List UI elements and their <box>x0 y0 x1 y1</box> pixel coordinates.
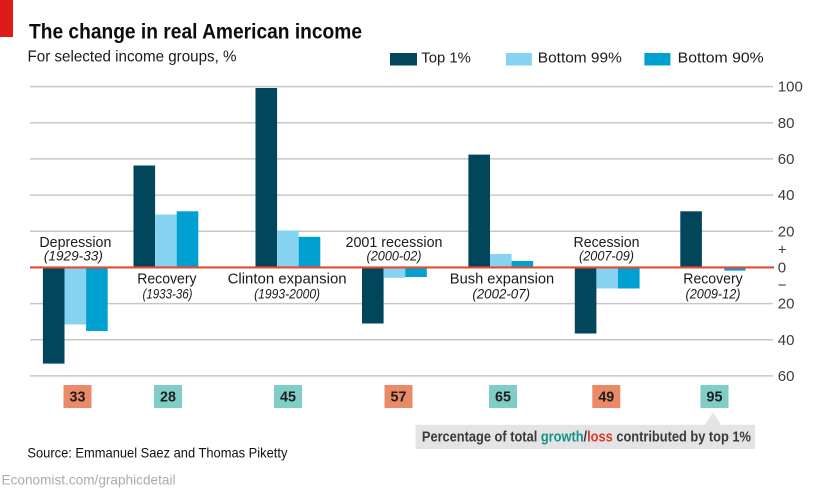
svg-text:Recession: Recession <box>574 234 640 251</box>
svg-text:(2000-02): (2000-02) <box>367 249 422 264</box>
svg-text:65: 65 <box>495 389 511 405</box>
svg-text:−: − <box>778 277 787 294</box>
svg-text:40: 40 <box>778 332 795 349</box>
svg-text:2001 recession: 2001 recession <box>346 234 443 251</box>
svg-text:Top 1%: Top 1% <box>421 49 471 66</box>
svg-text:Economist.com/graphicdetail: Economist.com/graphicdetail <box>2 472 176 488</box>
svg-text:20: 20 <box>778 223 795 240</box>
svg-text:40: 40 <box>778 187 795 204</box>
svg-text:(1993-2000): (1993-2000) <box>254 286 320 301</box>
svg-text:95: 95 <box>707 389 723 405</box>
svg-text:Bottom 99%: Bottom 99% <box>538 49 622 66</box>
svg-text:(1929-33): (1929-33) <box>44 249 103 264</box>
svg-text:45: 45 <box>280 389 296 405</box>
svg-text:(2002-07): (2002-07) <box>472 286 530 301</box>
svg-text:+: + <box>778 242 787 259</box>
svg-text:57: 57 <box>391 389 407 405</box>
svg-text:Bush expansion: Bush expansion <box>450 271 554 288</box>
svg-text:Bottom 90%: Bottom 90% <box>678 49 764 66</box>
svg-text:80: 80 <box>778 115 795 132</box>
svg-text:Source: Emmanuel Saez and Thom: Source: Emmanuel Saez and Thomas Piketty <box>27 444 287 460</box>
svg-text:Recovery: Recovery <box>137 271 197 288</box>
svg-text:(2007-09): (2007-09) <box>579 249 634 264</box>
svg-text:60: 60 <box>778 368 795 385</box>
svg-text:33: 33 <box>70 389 86 405</box>
svg-text:The change in real American in: The change in real American income <box>29 20 362 44</box>
svg-text:(1933-36): (1933-36) <box>143 286 193 301</box>
svg-text:Depression: Depression <box>39 234 111 251</box>
svg-text:20: 20 <box>778 296 795 313</box>
svg-text:49: 49 <box>598 389 614 405</box>
svg-text:0: 0 <box>778 260 786 277</box>
svg-text:(2009-12): (2009-12) <box>686 286 741 301</box>
svg-text:100: 100 <box>778 79 803 96</box>
svg-text:Recovery: Recovery <box>683 271 743 288</box>
svg-text:Percentage of total growth/los: Percentage of total growth/loss contribu… <box>422 428 751 445</box>
svg-text:60: 60 <box>778 151 795 168</box>
svg-text:28: 28 <box>160 389 176 405</box>
svg-text:Clinton expansion: Clinton expansion <box>228 271 347 288</box>
svg-text:For selected income groups, %: For selected income groups, % <box>28 48 237 65</box>
